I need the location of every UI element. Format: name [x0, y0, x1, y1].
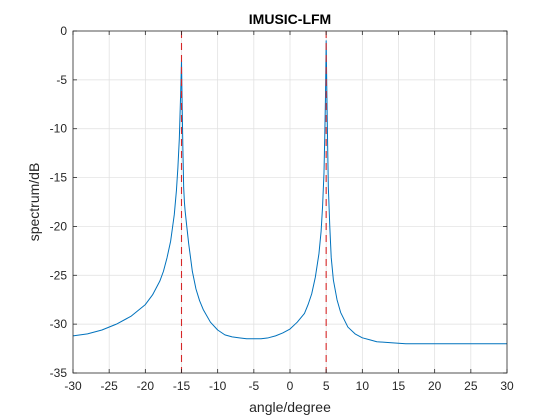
- y-tick-label: -20: [50, 219, 68, 233]
- plot-series: [72, 31, 507, 373]
- x-tick-label: -25: [100, 379, 118, 393]
- x-tick-label: 20: [428, 379, 442, 393]
- y-axis-label: spectrum/dB: [26, 163, 42, 242]
- y-tick-label: -10: [50, 122, 68, 136]
- x-tick-label: 25: [464, 379, 478, 393]
- y-tick-label: -35: [50, 366, 68, 380]
- x-tick-label: -10: [209, 379, 227, 393]
- x-tick-label: 0: [287, 379, 294, 393]
- ticks: -30 -25 -20 -15 -10 -5 0 5 10 15 20 25 30 0 -5 -10 -15 -2…: [50, 24, 514, 393]
- x-tick-label: -15: [173, 379, 191, 393]
- x-axis-label: angle/degree: [249, 399, 331, 415]
- x-tick-label: -5: [248, 379, 259, 393]
- spectrum-line: [72, 40, 507, 345]
- x-tick-label: 10: [356, 379, 370, 393]
- y-tick-label: -5: [56, 73, 67, 87]
- y-tick-label: -15: [50, 171, 68, 185]
- y-tick-label: -25: [50, 268, 68, 282]
- x-tick-label: -30: [64, 379, 82, 393]
- y-tick-label: -30: [50, 317, 68, 331]
- x-tick-label: 15: [392, 379, 406, 393]
- x-tick-label: 30: [500, 379, 514, 393]
- chart-title: IMUSIC-LFM: [249, 11, 331, 27]
- x-tick-label: 5: [323, 379, 330, 393]
- x-tick-label: -20: [137, 379, 155, 393]
- y-tick-label: 0: [60, 24, 67, 38]
